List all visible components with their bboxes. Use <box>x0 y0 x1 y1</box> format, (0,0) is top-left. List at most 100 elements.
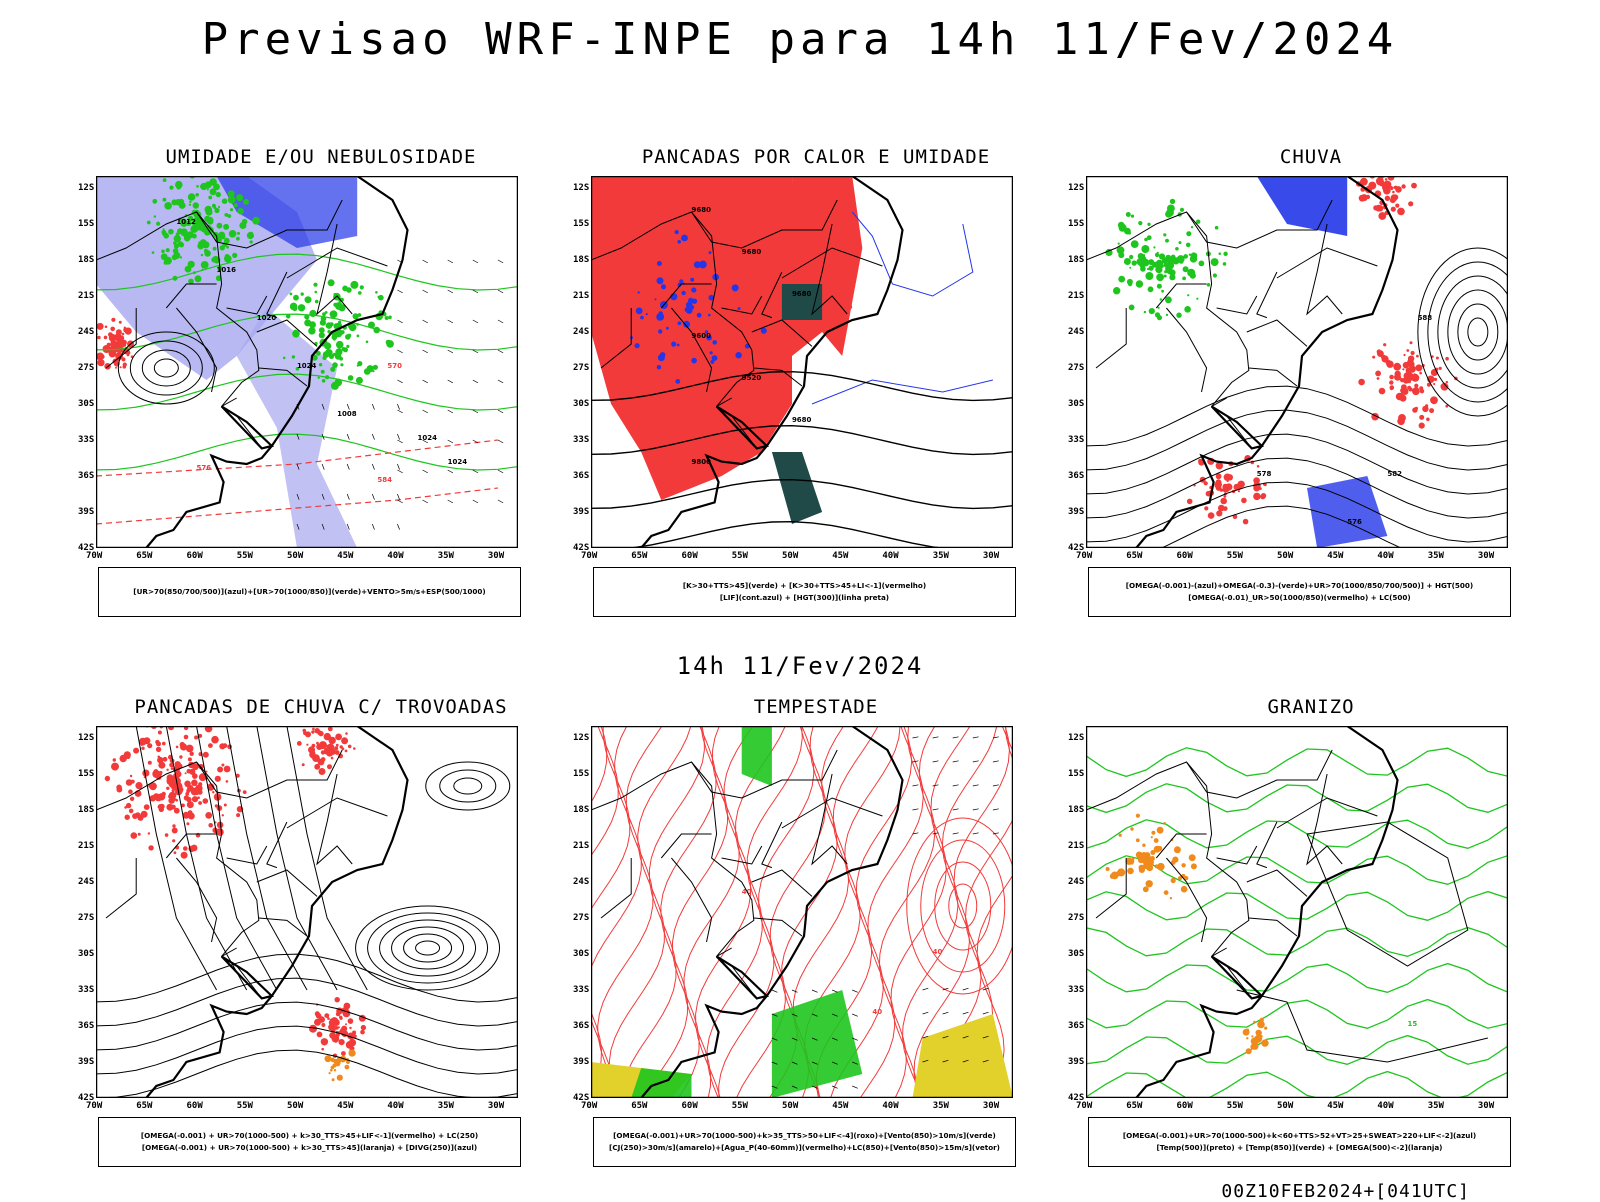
lat-tick-label: 39S <box>78 507 95 517</box>
lat-tick-label: 39S <box>1068 1057 1085 1067</box>
lat-tick-label: 27S <box>1068 913 1085 923</box>
lat-tick-label: 30S <box>78 399 95 409</box>
map-svg: 1012 1016 1020 1024 1008 1024 1024 576 570 584 <box>96 176 518 548</box>
lat-tick-label: 12S <box>573 183 590 193</box>
lat-tick-label: 21S <box>1068 291 1085 301</box>
lon-tick-label: 40W <box>882 1101 899 1111</box>
map-area: 15 12S 15S 18S 21S 24S 27S 30S 33S 36S 39S 42S 70W 65… <box>1068 726 1508 1111</box>
lat-tick-label: 18S <box>1068 805 1085 815</box>
lon-tick-label: 50W <box>1277 551 1294 561</box>
svg-text:9800: 9800 <box>691 458 711 466</box>
lon-tick-label: 35W <box>932 1101 949 1111</box>
lat-tick-label: 30S <box>1068 949 1085 959</box>
lon-tick-label: 50W <box>782 551 799 561</box>
legend-line: [OMEGA(-0.001)+UR>70(1000-500)+k>35_TTS>… <box>613 1131 996 1140</box>
panel-title: PANCADAS POR CALOR E UMIDADE <box>641 146 991 168</box>
lon-tick-label: 35W <box>437 1101 454 1111</box>
lat-tick-label: 12S <box>1068 183 1085 193</box>
lon-tick-label: 55W <box>1226 551 1243 561</box>
map-area: 9680 9680 9680 9600 9520 9680 9800 12S 15S 18S 21S… <box>573 176 1013 561</box>
lat-tick-label: 15S <box>1068 769 1085 779</box>
svg-text:588: 588 <box>1418 314 1433 322</box>
legend-line: [OMEGA(-0.001)+UR>70(1000-500)+k<60+TTS>… <box>1122 1131 1477 1140</box>
lon-tick-label: 45W <box>832 1101 849 1111</box>
lat-tick-label: 18S <box>78 805 95 815</box>
lat-tick-label: 30S <box>78 949 95 959</box>
lat-tick-label: 24S <box>78 877 95 887</box>
lat-tick-label: 30S <box>573 949 590 959</box>
legend-line: [Temp(500)](preto) + [Temp(850)](verde) … <box>1156 1143 1443 1152</box>
map-area: 1012 1016 1020 1024 1008 1024 1024 576 570 584 12S… <box>78 176 518 561</box>
svg-text:570: 570 <box>387 362 402 370</box>
lat-tick-label: 33S <box>78 985 95 995</box>
svg-text:40: 40 <box>872 1008 882 1016</box>
lat-tick-label: 21S <box>1068 841 1085 851</box>
lon-tick-label: 60W <box>186 1101 203 1111</box>
svg-text:1024: 1024 <box>448 458 468 466</box>
lat-tick-label: 27S <box>573 363 590 373</box>
lat-tick-label: 33S <box>1068 435 1085 445</box>
lat-tick-label: 15S <box>573 769 590 779</box>
mid-title: 14h 11/Fev/2024 <box>676 652 924 680</box>
lon-tick-label: 70W <box>581 551 598 561</box>
lat-tick-label: 15S <box>78 219 95 229</box>
panel-legend: [OMEGA(-0.001)+UR>70(1000-500)+k>35_TTS>… <box>593 1117 1016 1167</box>
lat-tick-label: 24S <box>573 327 590 337</box>
svg-text:578: 578 <box>1257 470 1272 478</box>
lon-tick-label: 45W <box>1327 1101 1344 1111</box>
lon-tick-label: 40W <box>387 551 404 561</box>
lat-tick-label: 24S <box>78 327 95 337</box>
lat-tick-label: 36S <box>78 471 95 481</box>
lon-tick-label: 55W <box>731 1101 748 1111</box>
lon-tick-label: 40W <box>1377 1101 1394 1111</box>
svg-text:9680: 9680 <box>691 206 711 214</box>
lon-tick-label: 50W <box>782 1101 799 1111</box>
lat-tick-label: 24S <box>573 877 590 887</box>
lon-tick-label: 65W <box>631 1101 648 1111</box>
panel-thunderstorms: PANCADAS DE CHUVA C/ TROVOADAS 12S 15S 18S… <box>78 696 558 1167</box>
lon-tick-label: 70W <box>1076 551 1093 561</box>
legend-line: [LIF](cont.azul) + [HGT(300)](linha pret… <box>719 593 890 602</box>
panel-humidity: UMIDADE E/OU NEBULOSIDADE 1012 1016 1020 10… <box>78 146 558 617</box>
panel-legend: [K>30+TTS>45](verde) + [K>30+TTS>45+LI<-… <box>593 567 1016 617</box>
lat-tick-label: 21S <box>573 291 590 301</box>
panel-legend: [OMEGA(-0.001)+UR>70(1000-500)+k<60+TTS>… <box>1088 1117 1511 1167</box>
lon-tick-label: 60W <box>681 1101 698 1111</box>
lon-tick-label: 55W <box>731 551 748 561</box>
lat-tick-label: 30S <box>1068 399 1085 409</box>
lon-tick-label: 35W <box>437 551 454 561</box>
legend-line: [OMEGA(-0.001)-(azul)+OMEGA(-0.3)-(verde… <box>1125 581 1474 590</box>
svg-text:9520: 9520 <box>742 374 762 382</box>
lon-tick-label: 35W <box>932 551 949 561</box>
lon-tick-label: 40W <box>882 551 899 561</box>
lon-tick-label: 30W <box>982 1101 1000 1111</box>
lat-tick-label: 42S <box>1068 543 1085 553</box>
lon-tick-label: 55W <box>236 551 253 561</box>
svg-text:1020: 1020 <box>257 314 277 322</box>
lat-tick-label: 12S <box>1068 733 1085 743</box>
svg-text:40: 40 <box>933 948 943 956</box>
lat-tick-label: 27S <box>78 913 95 923</box>
legend-line: [OMEGA(-0.01)_UR>50(1000/850)(vermelho) … <box>1188 593 1411 602</box>
lat-tick-label: 42S <box>573 1093 590 1103</box>
lat-tick-label: 27S <box>78 363 95 373</box>
run-footer: 00Z10FEB2024+[041UTC] <box>1221 1181 1470 1202</box>
lat-tick-label: 24S <box>1068 877 1085 887</box>
lon-tick-label: 45W <box>832 551 849 561</box>
map-svg: 15 <box>1086 726 1508 1098</box>
lon-tick-label: 50W <box>287 551 304 561</box>
lat-tick-label: 39S <box>78 1057 95 1067</box>
legend-line: [OMEGA(-0.001) + UR>70(1000-500) + k>30_… <box>140 1131 479 1140</box>
lat-tick-label: 42S <box>78 1093 95 1103</box>
svg-text:584: 584 <box>377 476 392 484</box>
lon-tick-label: 70W <box>1076 1101 1093 1111</box>
lat-tick-label: 27S <box>1068 363 1085 373</box>
svg-text:582: 582 <box>1387 470 1402 478</box>
svg-text:9680: 9680 <box>792 416 812 424</box>
lon-tick-label: 60W <box>1176 1101 1193 1111</box>
lat-tick-label: 21S <box>78 291 95 301</box>
svg-text:1016: 1016 <box>217 266 237 274</box>
map-svg <box>96 726 518 1098</box>
map-area: 578 582 576 588 12S 15S 18S 21S 24S 27S 30S 33S 36S 3… <box>1068 176 1508 561</box>
panel-legend: [OMEGA(-0.001)-(azul)+OMEGA(-0.3)-(verde… <box>1088 567 1511 617</box>
